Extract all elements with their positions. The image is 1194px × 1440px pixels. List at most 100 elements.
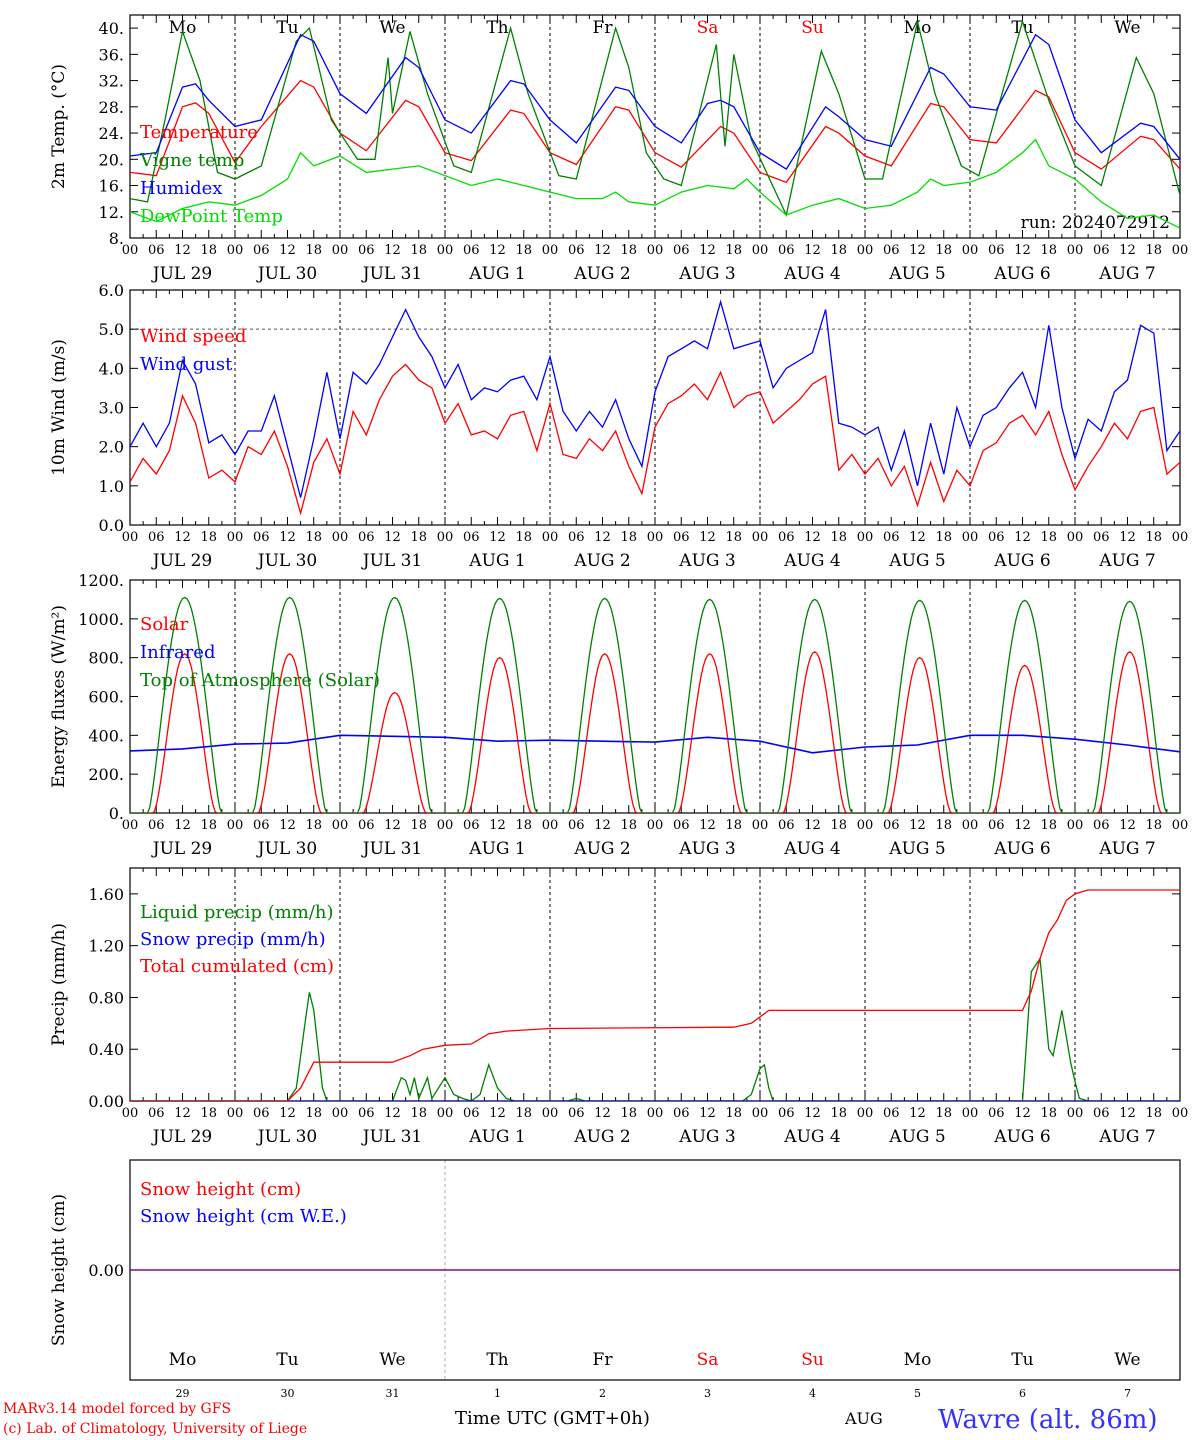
date-label: AUG 3	[678, 839, 735, 859]
weekday-label: Th	[486, 1350, 508, 1370]
hour-tick-label: 18	[200, 530, 217, 545]
hour-tick-label: 12	[279, 818, 296, 833]
hour-tick-label: 06	[463, 818, 480, 833]
y-tick-label: 6.0	[99, 281, 124, 300]
hour-tick-label: 12	[489, 530, 506, 545]
hour-tick-label: 00	[647, 1106, 664, 1121]
hour-tick-label: 06	[778, 818, 795, 833]
hour-tick-label: 12	[699, 530, 716, 545]
hour-tick-label: 12	[489, 243, 506, 258]
hour-tick-label: 12	[384, 530, 401, 545]
station-label: Wavre (alt. 86m)	[938, 1405, 1158, 1435]
hour-tick-label: 12	[174, 818, 191, 833]
date-label: AUG 1	[468, 551, 525, 571]
month-label: AUG	[844, 1409, 883, 1428]
hour-tick-label: 06	[568, 530, 585, 545]
hour-tick-label: 18	[935, 243, 952, 258]
hour-tick-label: 12	[804, 1106, 821, 1121]
y-tick-label: 0.0	[99, 516, 124, 535]
y-axis-label: 2m Temp. (°C)	[49, 64, 69, 189]
hour-tick-label: 18	[935, 1106, 952, 1121]
hour-tick-label: 06	[253, 530, 270, 545]
hour-tick-label: 06	[148, 530, 165, 545]
hour-tick-label: 18	[1145, 1106, 1162, 1121]
day-number-label: 31	[386, 1387, 400, 1400]
date-label: AUG 5	[888, 551, 945, 571]
hour-tick-label: 12	[174, 530, 191, 545]
hour-tick-label: 06	[1093, 818, 1110, 833]
weekday-label: Tu	[276, 18, 298, 38]
y-tick-label: 8.	[109, 229, 124, 248]
hour-tick-label: 00	[962, 818, 979, 833]
hour-tick-label: 00	[962, 243, 979, 258]
hour-tick-label: 00	[437, 1106, 454, 1121]
hour-tick-label: 06	[358, 1106, 375, 1121]
hour-tick-label: 00	[1172, 818, 1189, 833]
hour-tick-label: 06	[1093, 530, 1110, 545]
hour-tick-label: 18	[410, 243, 427, 258]
hour-tick-label: 06	[148, 818, 165, 833]
y-tick-label: 1.20	[88, 937, 124, 956]
hour-tick-label: 12	[909, 243, 926, 258]
hour-tick-label: 18	[935, 818, 952, 833]
hour-tick-label: 06	[463, 1106, 480, 1121]
y-tick-label: 1.0	[99, 477, 124, 496]
y-tick-label: 0.40	[88, 1040, 124, 1059]
hour-tick-label: 00	[857, 530, 874, 545]
hour-tick-label: 18	[515, 243, 532, 258]
hour-tick-label: 18	[620, 1106, 637, 1121]
date-label: JUL 29	[151, 551, 212, 571]
hour-tick-label: 18	[305, 1106, 322, 1121]
legend-entry: Total cumulated (cm)	[140, 956, 334, 977]
hour-tick-label: 06	[568, 243, 585, 258]
hour-tick-label: 06	[883, 1106, 900, 1121]
hour-tick-label: 12	[594, 1106, 611, 1121]
date-label: AUG 5	[888, 1127, 945, 1147]
hour-tick-label: 00	[542, 1106, 559, 1121]
hour-tick-label: 06	[778, 243, 795, 258]
y-tick-label: 24.	[99, 124, 124, 143]
hour-tick-label: 18	[410, 818, 427, 833]
legend-entry: Humidex	[140, 178, 222, 199]
date-label: JUL 31	[361, 551, 422, 571]
y-tick-label: 12.	[99, 203, 124, 222]
date-label: JUL 29	[151, 264, 212, 284]
series-line	[130, 889, 1180, 1101]
hour-tick-label: 06	[673, 818, 690, 833]
y-tick-label: 5.0	[99, 320, 124, 339]
hour-tick-label: 06	[988, 243, 1005, 258]
y-tick-label: 0.80	[88, 988, 124, 1007]
y-tick-label: 4.0	[99, 359, 124, 378]
y-tick-label: 200.	[88, 765, 124, 784]
date-label: AUG 2	[573, 839, 630, 859]
hour-tick-label: 12	[594, 243, 611, 258]
hour-tick-label: 06	[358, 818, 375, 833]
hour-tick-label: 18	[1145, 530, 1162, 545]
date-label: AUG 7	[1098, 839, 1155, 859]
date-label: JUL 30	[256, 839, 317, 859]
day-number-label: 1	[494, 1387, 501, 1400]
hour-tick-label: 18	[1145, 243, 1162, 258]
day-number-label: 5	[914, 1387, 921, 1400]
hour-tick-label: 12	[1014, 243, 1031, 258]
footer: MARv3.14 model forced by GFS (c) Lab. of…	[3, 1401, 1158, 1437]
y-tick-label: 0.00	[88, 1092, 124, 1111]
weekday-label: Fr	[593, 1350, 614, 1370]
hour-tick-label: 12	[1119, 243, 1136, 258]
hour-tick-label: 12	[384, 1106, 401, 1121]
legend-entry: Infrared	[140, 642, 215, 663]
series-line	[130, 299, 1180, 498]
hour-tick-label: 00	[1067, 243, 1084, 258]
date-label: AUG 6	[993, 551, 1050, 571]
hour-tick-label: 12	[174, 1106, 191, 1121]
credit-line-1: MARv3.14 model forced by GFS	[3, 1401, 231, 1417]
y-tick-label: 20.	[99, 150, 124, 169]
hour-tick-label: 18	[935, 530, 952, 545]
hour-tick-label: 18	[725, 243, 742, 258]
y-tick-label: 3.0	[99, 399, 124, 418]
hour-tick-label: 00	[437, 243, 454, 258]
hour-tick-label: 00	[857, 1106, 874, 1121]
day-number-label: 29	[176, 1387, 190, 1400]
day-number-label: 3	[704, 1387, 711, 1400]
